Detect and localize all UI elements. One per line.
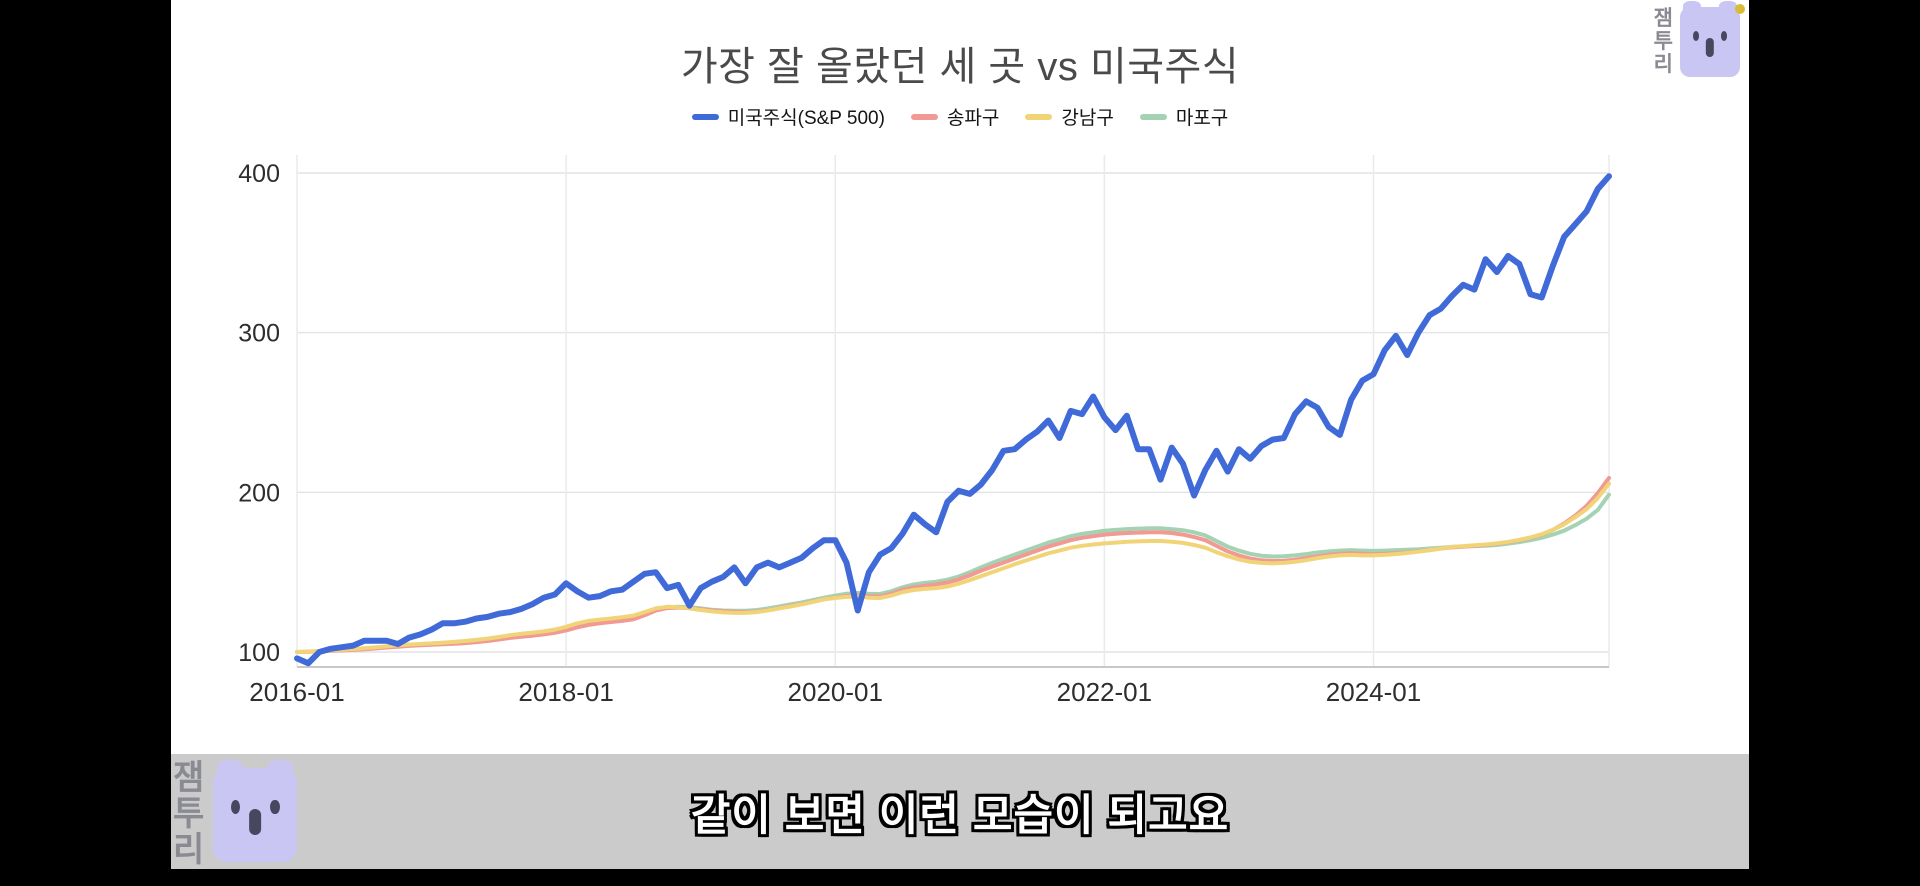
series-line-1 bbox=[295, 476, 1611, 654]
legend-label-gangnam: 강남구 bbox=[1061, 108, 1114, 129]
subtitle-text: 같이 보면 이런 모습이 되고요 bbox=[690, 791, 1230, 840]
legend-swatch-mapo-icon bbox=[1139, 113, 1167, 120]
jamturi-char-3: 리 bbox=[1653, 53, 1673, 76]
legend-label-songpa: 송파구 bbox=[946, 108, 1000, 129]
x-tick-label: 2024-01 bbox=[1326, 677, 1421, 707]
koala-eye-right bbox=[270, 799, 280, 815]
x-tick-label: 2020-01 bbox=[788, 677, 883, 707]
jamturi-wordmark: 잼 투 리 bbox=[173, 760, 204, 868]
jamturi-char-2: 투 bbox=[1653, 30, 1673, 53]
legend-item-songpa: 송파구 bbox=[910, 103, 1000, 130]
jamturi-char-3: 리 bbox=[173, 831, 205, 869]
chart-legend: 미국주식(S&P 500) 송파구 강남구 마포구 bbox=[171, 103, 1749, 130]
legend-swatch-songpa-icon bbox=[910, 113, 938, 120]
legend-item-gangnam: 강남구 bbox=[1025, 103, 1114, 130]
series-line-3 bbox=[295, 492, 1611, 654]
y-tick-label: 300 bbox=[238, 320, 280, 348]
jamturi-char-1: 잼 bbox=[1653, 7, 1673, 30]
legend-label-mapo: 마포구 bbox=[1175, 108, 1229, 129]
koala-eye-left bbox=[1692, 30, 1700, 42]
y-tick-label: 400 bbox=[238, 160, 280, 188]
koala-ear-left bbox=[217, 760, 243, 778]
video-frame: 100 200 300 400 2016-01 2018-01 2020-01 2022-01… bbox=[171, 0, 1749, 869]
yellow-dot-icon bbox=[1735, 4, 1745, 14]
koala-ear-left bbox=[1683, 1, 1701, 14]
koala-nose bbox=[1705, 37, 1715, 57]
koala-mascot-icon bbox=[213, 760, 298, 862]
koala-mascot-icon bbox=[1680, 1, 1740, 77]
series-line-0 bbox=[294, 173, 1612, 667]
jamturi-logo-top-right: 잼 투 리 bbox=[1654, 1, 1745, 77]
legend-swatch-sp500-icon bbox=[691, 113, 719, 120]
chart-title: 가장 잘 올랐던 세 곳 vs 미국주식 bbox=[680, 45, 1240, 89]
price-chart: 100 200 300 400 2016-01 2018-01 2020-01 2022-01… bbox=[238, 155, 1612, 707]
jamturi-wordmark: 잼 투 리 bbox=[1654, 7, 1673, 76]
koala-eye-left bbox=[230, 799, 241, 815]
legend-item-mapo: 마포구 bbox=[1139, 103, 1229, 130]
legend-item-sp500: 미국주식(S&P 500) bbox=[691, 103, 885, 130]
x-tick-label: 2016-01 bbox=[249, 677, 344, 707]
koala-ear-right bbox=[267, 760, 294, 778]
koala-ear-right bbox=[1719, 1, 1737, 14]
jamturi-char-2: 투 bbox=[173, 795, 205, 833]
y-tick-label: 200 bbox=[238, 479, 280, 507]
series-line-2 bbox=[295, 481, 1611, 654]
jamturi-char-1: 잼 bbox=[173, 759, 205, 797]
jamturi-logo-bottom-left: 잼 투 리 bbox=[173, 760, 298, 868]
koala-eye-right bbox=[1720, 30, 1728, 42]
x-tick-label: 2018-01 bbox=[518, 677, 613, 707]
legend-label-sp500: 미국주식(S&P 500) bbox=[727, 108, 885, 129]
x-tick-label: 2022-01 bbox=[1057, 677, 1152, 707]
subtitle-band: 같이 보면 이런 모습이 되고요 bbox=[171, 754, 1749, 869]
y-tick-label: 100 bbox=[238, 639, 280, 667]
koala-nose bbox=[249, 809, 262, 835]
legend-swatch-gangnam-icon bbox=[1025, 113, 1053, 120]
chart-area: 100 200 300 400 2016-01 2018-01 2020-01 2022-01… bbox=[171, 0, 1749, 754]
